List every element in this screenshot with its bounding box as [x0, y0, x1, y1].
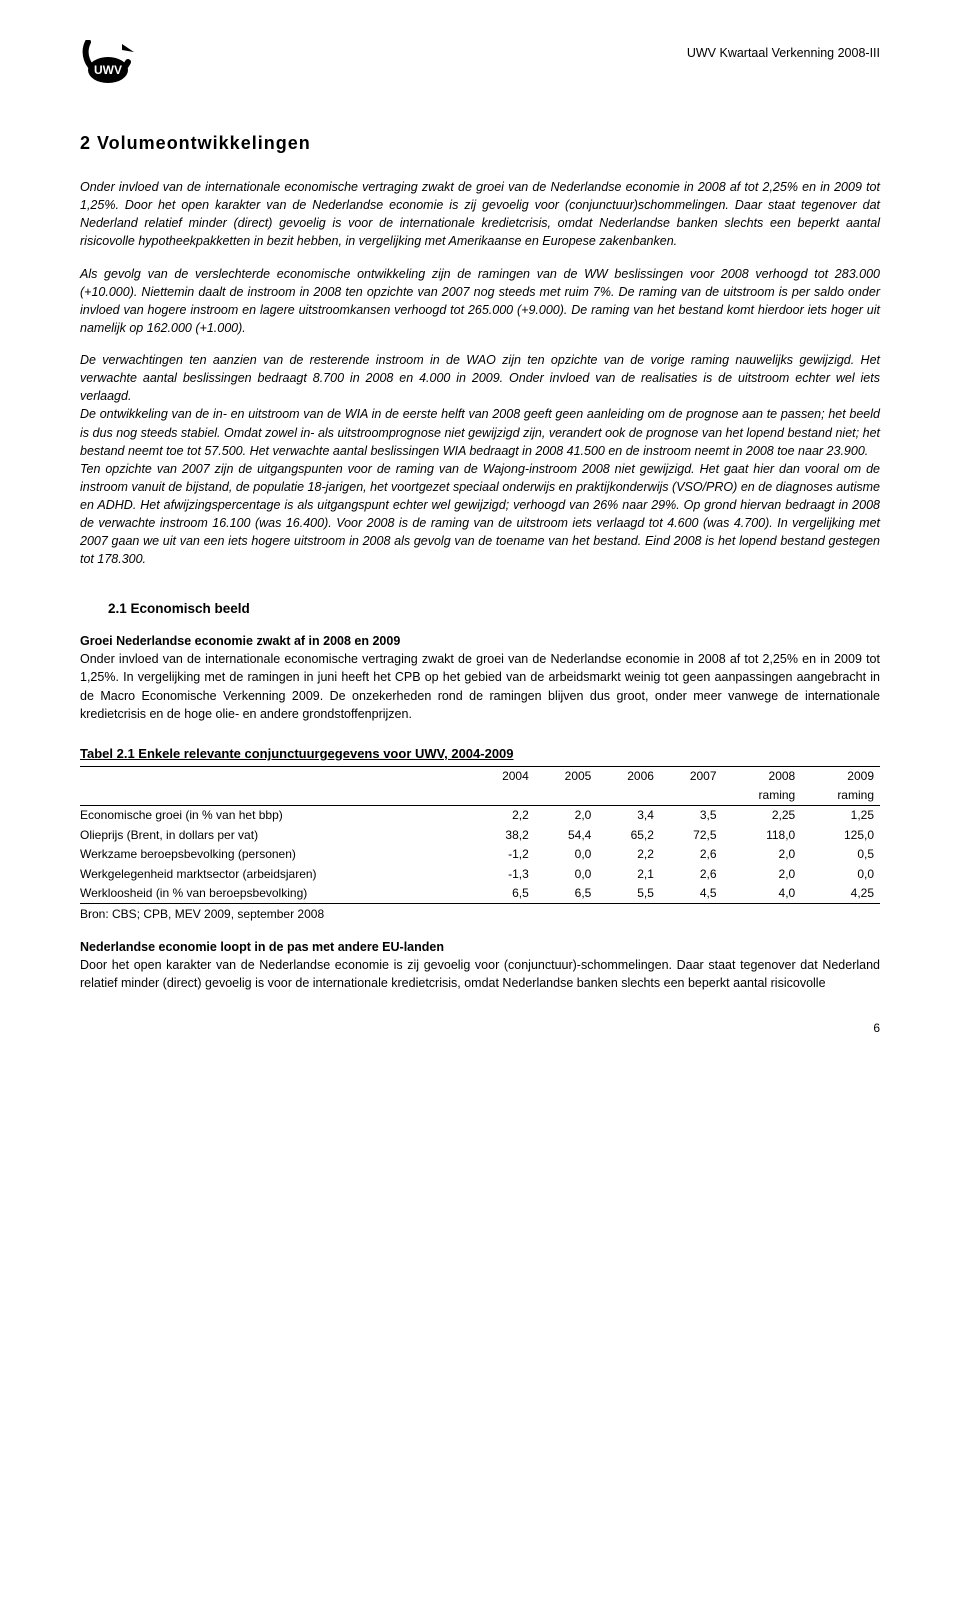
col-year: 2005: [535, 766, 598, 786]
row-label: Werkzame beroepsbevolking (personen): [80, 845, 472, 864]
section-title: 2 Volumeontwikkelingen: [80, 130, 880, 156]
row-value: 2,2: [597, 845, 660, 864]
subsection-lead: Groei Nederlandse economie zwakt af in 2…: [80, 632, 880, 650]
row-value: 3,5: [660, 806, 723, 826]
row-label: Werkgelegenheid marktsector (arbeidsjare…: [80, 865, 472, 884]
col-year: 2007: [660, 766, 723, 786]
subsection-bold-lead: Groei Nederlandse economie zwakt af in 2…: [80, 634, 400, 648]
table-caption: Tabel 2.1 Enkele relevante conjunctuurge…: [80, 745, 880, 764]
conjunctuur-table: 2004 2005 2006 2007 2008 2009 raming ram…: [80, 766, 880, 905]
intro-paragraph-3: De verwachtingen ten aanzien van de rest…: [80, 351, 880, 405]
closing-paragraph: Door het open karakter van de Nederlands…: [80, 956, 880, 992]
row-value: 65,2: [597, 826, 660, 845]
table-row: Economische groei (in % van het bbp)2,22…: [80, 806, 880, 826]
row-value: -1,2: [472, 845, 535, 864]
page-number: 6: [80, 1020, 880, 1037]
row-value: 4,25: [801, 884, 880, 904]
row-value: 3,4: [597, 806, 660, 826]
row-value: 2,6: [660, 865, 723, 884]
row-value: 72,5: [660, 826, 723, 845]
row-value: 2,1: [597, 865, 660, 884]
row-value: 2,2: [472, 806, 535, 826]
table-row: Olieprijs (Brent, in dollars per vat)38,…: [80, 826, 880, 845]
row-value: 6,5: [472, 884, 535, 904]
col-sub: raming: [723, 786, 802, 806]
row-value: 0,5: [801, 845, 880, 864]
row-value: 38,2: [472, 826, 535, 845]
row-value: 4,0: [723, 884, 802, 904]
table-row: Werkgelegenheid marktsector (arbeidsjare…: [80, 865, 880, 884]
col-sub: [535, 786, 598, 806]
row-label: Economische groei (in % van het bbp): [80, 806, 472, 826]
row-value: 2,0: [535, 806, 598, 826]
closing-bold: Nederlandse economie loopt in de pas met…: [80, 940, 444, 954]
page-header: UWV UWV Kwartaal Verkenning 2008-III: [80, 40, 880, 90]
table-header-row-2: raming raming: [80, 786, 880, 806]
svg-text:UWV: UWV: [94, 63, 122, 77]
col-year: 2009: [801, 766, 880, 786]
intro-paragraph-1: Onder invloed van de internationale econ…: [80, 178, 880, 251]
col-sub: raming: [801, 786, 880, 806]
row-value: 2,6: [660, 845, 723, 864]
col-year: 2004: [472, 766, 535, 786]
document-title: UWV Kwartaal Verkenning 2008-III: [687, 44, 880, 62]
table-header-row-1: 2004 2005 2006 2007 2008 2009: [80, 766, 880, 786]
table-row: Werkzame beroepsbevolking (personen)-1,2…: [80, 845, 880, 864]
subsection-paragraph-1: Onder invloed van de internationale econ…: [80, 650, 880, 723]
row-value: -1,3: [472, 865, 535, 884]
row-value: 0,0: [801, 865, 880, 884]
row-value: 5,5: [597, 884, 660, 904]
row-value: 0,0: [535, 845, 598, 864]
col-sub: [597, 786, 660, 806]
row-value: 0,0: [535, 865, 598, 884]
intro-paragraph-4: De ontwikkeling van de in- en uitstroom …: [80, 405, 880, 459]
row-value: 4,5: [660, 884, 723, 904]
row-value: 2,25: [723, 806, 802, 826]
row-value: 54,4: [535, 826, 598, 845]
row-value: 2,0: [723, 845, 802, 864]
uwv-logo: UWV: [80, 40, 150, 90]
table-row: Werkloosheid (in % van beroepsbevolking)…: [80, 884, 880, 904]
intro-paragraph-5: Ten opzichte van 2007 zijn de uitgangspu…: [80, 460, 880, 569]
col-year: 2008: [723, 766, 802, 786]
row-value: 2,0: [723, 865, 802, 884]
closing-lead: Nederlandse economie loopt in de pas met…: [80, 938, 880, 956]
row-label: Olieprijs (Brent, in dollars per vat): [80, 826, 472, 845]
table-source: Bron: CBS; CPB, MEV 2009, september 2008: [80, 906, 880, 923]
intro-paragraph-2: Als gevolg van de verslechterde economis…: [80, 265, 880, 338]
row-label: Werkloosheid (in % van beroepsbevolking): [80, 884, 472, 904]
row-value: 125,0: [801, 826, 880, 845]
row-value: 118,0: [723, 826, 802, 845]
row-value: 1,25: [801, 806, 880, 826]
col-sub: [472, 786, 535, 806]
col-year: 2006: [597, 766, 660, 786]
row-value: 6,5: [535, 884, 598, 904]
col-sub: [660, 786, 723, 806]
subsection-heading: 2.1 Economisch beeld: [108, 599, 880, 619]
